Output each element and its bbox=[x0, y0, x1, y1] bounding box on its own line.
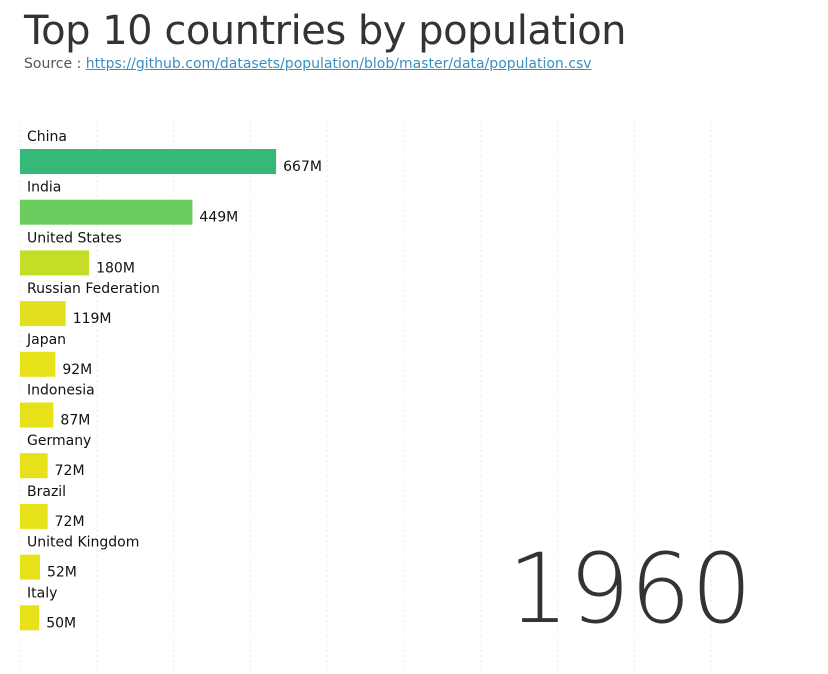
bar bbox=[20, 351, 56, 377]
bar-row: Indonesia 87M bbox=[20, 383, 95, 429]
value-label: 180M bbox=[96, 260, 135, 276]
value-label: 92M bbox=[62, 362, 92, 378]
bars: China 667M India 449M United States 180M Russi… bbox=[20, 129, 322, 631]
bar bbox=[20, 605, 40, 631]
bar-row: Italy 50M bbox=[20, 585, 76, 631]
bar-row: United Kingdom 52M bbox=[20, 535, 139, 581]
bar bbox=[20, 503, 48, 529]
bar-row: India 449M bbox=[20, 180, 238, 226]
bar bbox=[20, 250, 90, 276]
bar-row: China 667M bbox=[20, 129, 322, 175]
category-label: United States bbox=[27, 230, 122, 246]
bar-row: United States 180M bbox=[20, 230, 135, 276]
bar bbox=[20, 554, 40, 580]
value-label: 119M bbox=[73, 311, 112, 327]
bar-row: Germany 72M bbox=[20, 433, 91, 479]
bar-row: Russian Federation 119M bbox=[20, 281, 160, 327]
category-label: Brazil bbox=[27, 484, 66, 500]
value-label: 72M bbox=[55, 514, 85, 530]
value-label: 52M bbox=[47, 565, 77, 581]
bar bbox=[20, 301, 66, 327]
value-label: 87M bbox=[60, 413, 90, 429]
bar bbox=[20, 199, 193, 225]
category-label: Japan bbox=[26, 332, 66, 348]
grid-lines bbox=[19, 120, 712, 672]
category-label: Russian Federation bbox=[27, 281, 160, 297]
value-label: 72M bbox=[55, 463, 85, 479]
value-label: 449M bbox=[199, 210, 238, 226]
category-label: Italy bbox=[27, 585, 57, 601]
bar bbox=[20, 149, 277, 174]
bar bbox=[20, 402, 54, 428]
category-label: Germany bbox=[27, 433, 91, 449]
category-label: Indonesia bbox=[27, 383, 95, 399]
source-link[interactable]: https://github.com/datasets/population/b… bbox=[85, 56, 592, 72]
source-prefix: Source : bbox=[24, 56, 82, 72]
bar-row: Japan 92M bbox=[20, 332, 92, 378]
category-label: China bbox=[27, 129, 67, 145]
source-line: Source : https://github.com/datasets/pop… bbox=[24, 56, 592, 72]
category-label: India bbox=[27, 180, 61, 196]
year-label: 1960 bbox=[508, 533, 752, 645]
bar-row: Brazil 72M bbox=[20, 484, 85, 530]
category-label: United Kingdom bbox=[27, 535, 139, 551]
bar bbox=[20, 453, 48, 479]
value-label: 50M bbox=[46, 615, 76, 631]
value-label: 667M bbox=[283, 159, 322, 175]
chart-title: Top 10 countries by population bbox=[24, 8, 627, 54]
